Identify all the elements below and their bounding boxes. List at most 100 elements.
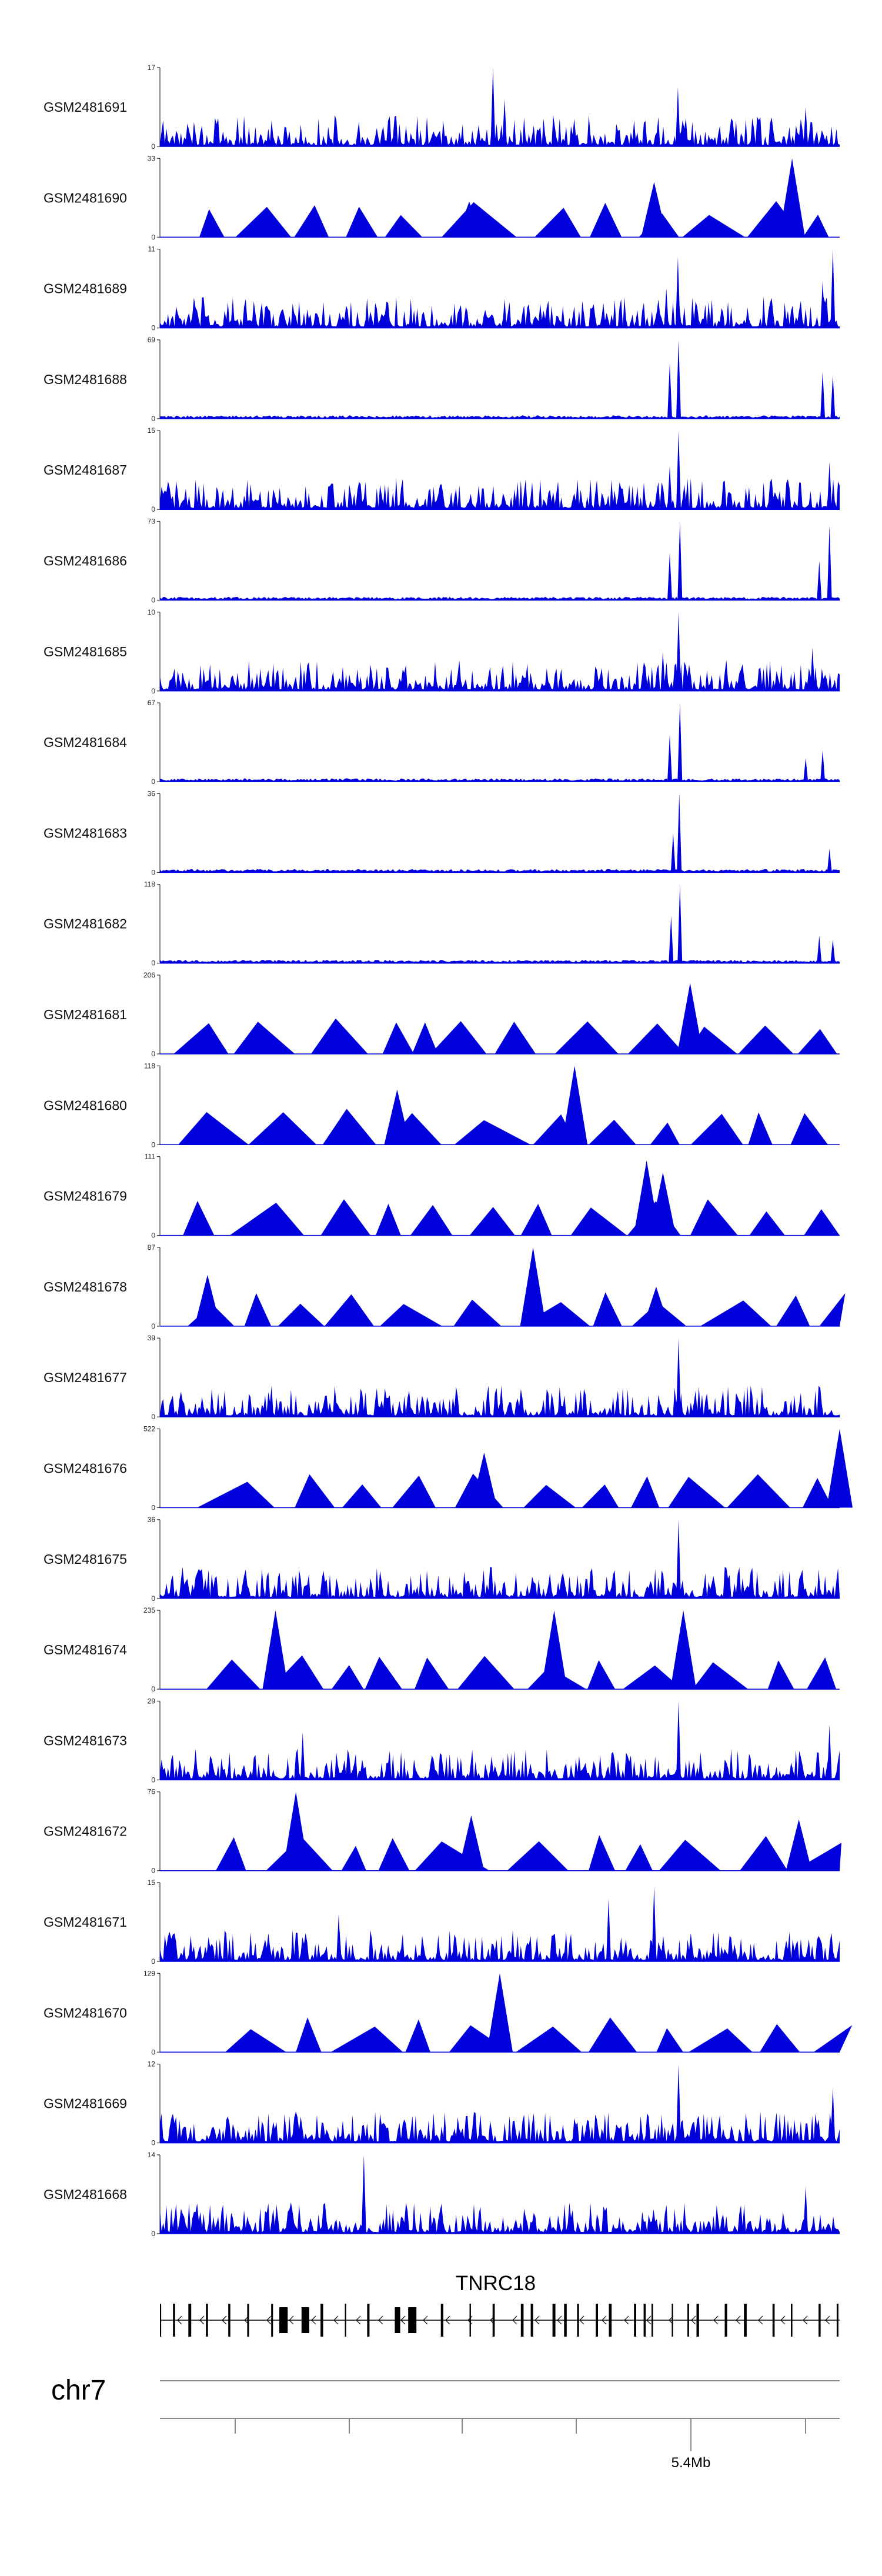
strand-arrow (423, 2315, 428, 2325)
strand-arrow (780, 2315, 786, 2325)
signal-peak (336, 1914, 341, 1961)
strand-arrow (333, 2315, 339, 2325)
signal-peak (384, 1089, 410, 1145)
gene-exon (634, 2304, 636, 2337)
y-min-label: 0 (151, 1413, 155, 1421)
signal-area (160, 960, 840, 963)
gene-exon (395, 2307, 400, 2333)
signal-area (160, 1749, 840, 1780)
y-max-label: 67 (148, 699, 156, 707)
track-GSM2481675: GSM2481675 36 0 (44, 1516, 840, 1603)
strand-arrow (602, 2315, 607, 2325)
signal-peak (664, 288, 669, 328)
y-max-label: 118 (144, 1062, 155, 1070)
signal-peak (676, 1701, 681, 1780)
signal-area (160, 478, 840, 510)
signal-area (199, 201, 829, 238)
signal-area (178, 1109, 828, 1145)
y-min-label: 0 (151, 1140, 155, 1149)
y-min-label: 0 (151, 2230, 155, 2238)
gene-exon (564, 2304, 567, 2337)
signal-peak (490, 68, 496, 146)
signal-peak (803, 758, 808, 782)
signal-peak (670, 833, 676, 873)
signal-peak (830, 249, 836, 328)
signal-peak (817, 560, 822, 600)
signal-area (160, 1930, 840, 1961)
track-GSM2481680: GSM2481680 118 0 (44, 1062, 840, 1149)
track-GSM2481683: GSM2481683 36 0 (44, 789, 840, 876)
signal-peak (194, 1274, 220, 1326)
signal-area (160, 115, 840, 146)
y-min-label: 0 (151, 1594, 155, 1603)
strand-arrow (289, 2315, 294, 2325)
signal-peak (676, 612, 681, 691)
signal-peak (786, 1819, 812, 1871)
signal-peak (650, 1172, 676, 1236)
signal-area (173, 1018, 837, 1054)
signal-peak (562, 1066, 588, 1145)
gene-exon (173, 2304, 175, 2337)
track-label: GSM2481677 (44, 1370, 127, 1385)
gene-exon (492, 2304, 495, 2337)
signal-area (160, 296, 840, 328)
signal-peak (667, 466, 672, 510)
y-min-label: 0 (151, 687, 155, 695)
track-label: GSM2481669 (44, 2096, 127, 2111)
track-GSM2481685: GSM2481685 10 0 (44, 608, 840, 695)
track-GSM2481686: GSM2481686 73 0 (44, 518, 840, 605)
signal-peak (827, 849, 832, 873)
y-max-label: 39 (148, 1334, 156, 1342)
y-max-label: 11 (148, 245, 156, 253)
gene-exon (577, 2304, 579, 2337)
track-label: GSM2481668 (44, 2187, 127, 2202)
signal-peak (827, 1724, 832, 1780)
gene-exon (772, 2304, 775, 2337)
gene-exon (596, 2304, 598, 2337)
track-label: GSM2481684 (44, 735, 127, 750)
signal-area (160, 1567, 840, 1599)
track-label: GSM2481674 (44, 1642, 127, 1657)
track-GSM2481687: GSM2481687 15 0 (44, 426, 840, 513)
signal-peak (827, 1429, 853, 1508)
strand-arrow (758, 2315, 763, 2325)
y-max-label: 15 (148, 426, 156, 435)
signal-peak (676, 431, 681, 510)
signal-area (160, 1386, 840, 1417)
strand-arrow (534, 2315, 540, 2325)
signal-peak (677, 983, 703, 1054)
y-min-label: 0 (151, 868, 155, 876)
y-max-label: 73 (148, 518, 156, 526)
y-max-label: 522 (143, 1425, 155, 1433)
signal-area (225, 2017, 853, 2053)
y-min-label: 0 (151, 1776, 155, 1784)
signal-area (160, 2111, 840, 2143)
track-GSM2481670: GSM2481670 129 0 (44, 1969, 853, 2056)
gene-exon (818, 2304, 821, 2337)
signal-peak (820, 750, 826, 782)
y-min-label: 0 (151, 1322, 155, 1330)
y-min-label: 0 (151, 324, 155, 332)
signal-peak (810, 648, 815, 691)
y-min-label: 0 (151, 1232, 155, 1240)
signal-peak (827, 462, 832, 510)
track-label: GSM2481670 (44, 2005, 127, 2020)
signal-area (160, 869, 840, 873)
y-max-label: 17 (148, 64, 156, 72)
track-label: GSM2481681 (44, 1007, 127, 1022)
y-max-label: 129 (143, 1969, 155, 1977)
y-min-label: 0 (151, 778, 155, 786)
strand-arrow (199, 2315, 205, 2325)
track-GSM2481691: GSM2481691 17 0 (44, 64, 840, 151)
track-label: GSM2481673 (44, 1733, 127, 1748)
gene-exon (188, 2304, 192, 2337)
signal-area (160, 415, 840, 419)
strand-arrow (579, 2315, 584, 2325)
strand-arrow (222, 2315, 227, 2325)
gene-exon (271, 2304, 273, 2337)
track-label: GSM2481689 (44, 281, 127, 296)
ruler-tick-label: 5.4Mb (671, 2455, 711, 2471)
y-max-label: 111 (145, 1153, 156, 1161)
track-label: GSM2481688 (44, 372, 127, 387)
track-GSM2481682: GSM2481682 118 0 (44, 880, 840, 967)
